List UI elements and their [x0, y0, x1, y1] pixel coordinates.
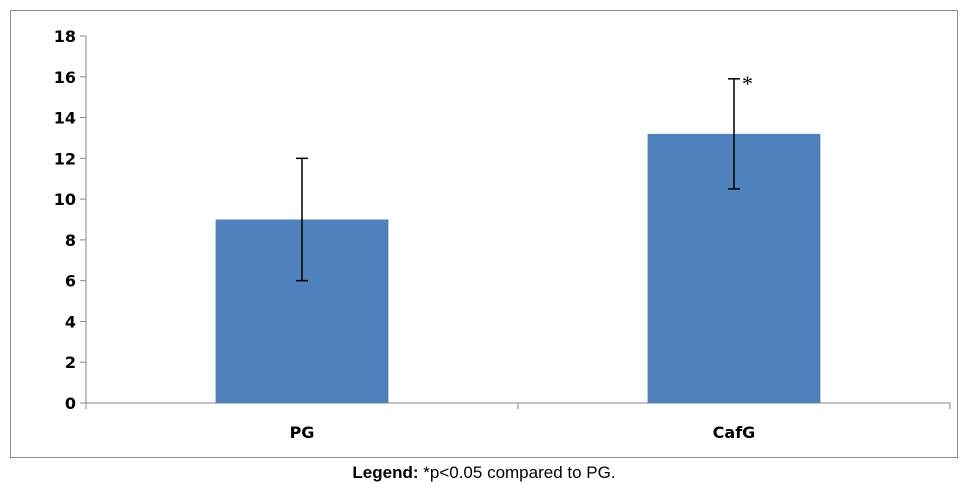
bar-chart: 0 2 4 6 8 10 12 14 16 18 PG * CafG	[54, 27, 951, 442]
significance-marker: *	[742, 71, 753, 96]
y-tick-label: 6	[65, 272, 76, 291]
y-tick-label: 0	[65, 394, 76, 413]
y-tick-label: 12	[54, 149, 76, 168]
y-tick-label: 10	[54, 190, 76, 209]
y-tick-label: 2	[65, 353, 76, 372]
legend-label: Legend:	[352, 463, 419, 482]
chart-legend-note: Legend: *p<0.05 compared to PG.	[0, 463, 968, 483]
x-tick-label: PG	[290, 423, 315, 442]
legend-text: *p<0.05 compared to PG.	[418, 463, 616, 482]
y-tick-label: 16	[54, 68, 76, 87]
y-tick-label: 18	[54, 27, 76, 46]
y-tick-label: 14	[54, 109, 76, 128]
x-tick-label: CafG	[713, 423, 756, 442]
y-tick-label: 8	[65, 231, 76, 250]
y-tick-label: 4	[65, 312, 76, 331]
